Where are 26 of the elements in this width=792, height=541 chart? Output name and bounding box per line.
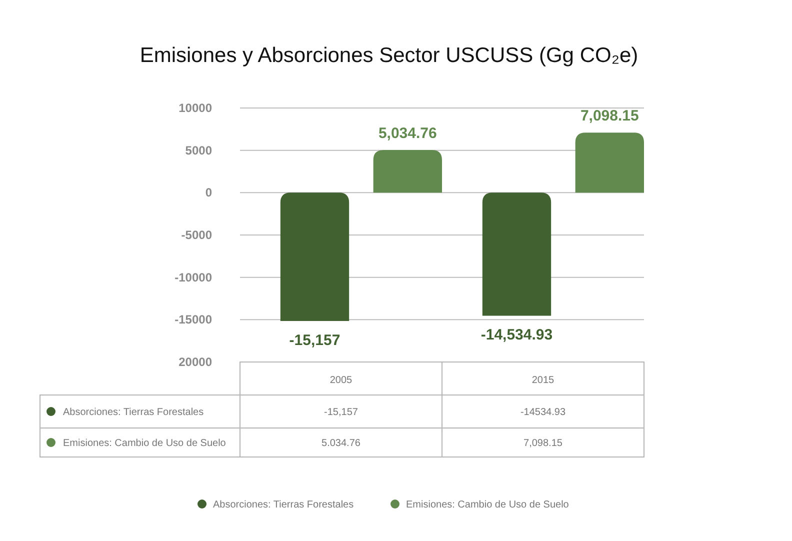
y-tick-label: -15000 xyxy=(174,312,212,327)
text: Emisiones: Cambio de Uso de Suelo xyxy=(406,500,569,510)
legend-label: Absorciones: Tierras Forestales xyxy=(63,407,204,418)
text: 5.034.76 xyxy=(322,438,361,449)
data-label: -15,157 xyxy=(289,332,340,349)
bar xyxy=(575,132,644,193)
y-tick-label: -10000 xyxy=(174,270,212,284)
y-tick-label: 0 xyxy=(205,186,212,200)
x-tick-label: 2015 xyxy=(532,375,555,386)
text: -15,157 xyxy=(324,407,358,418)
y-tick-label: 5000 xyxy=(185,143,212,158)
legend-label: Emisiones: Cambio de Uso de Suelo xyxy=(63,438,226,449)
chart-title: Emisiones y Absorciones Sector USCUSS (Gg CO₂e) xyxy=(140,44,638,67)
y-tick-label: 10000 xyxy=(178,101,212,115)
y-tick-label: 20000 xyxy=(178,355,212,369)
bar xyxy=(373,150,442,193)
text: Absorciones: Tierras Forestales xyxy=(213,500,354,510)
data-label: 5,034.76 xyxy=(378,125,437,142)
text: 7,098.15 xyxy=(524,438,563,449)
bar xyxy=(482,192,552,316)
data-label: 7,098.15 xyxy=(580,108,639,125)
x-tick-label: 2005 xyxy=(330,375,353,386)
bar xyxy=(280,192,350,321)
text: -14534.93 xyxy=(520,407,566,418)
data-label: -14,534.93 xyxy=(480,326,553,344)
y-tick-label: -5000 xyxy=(181,228,212,242)
